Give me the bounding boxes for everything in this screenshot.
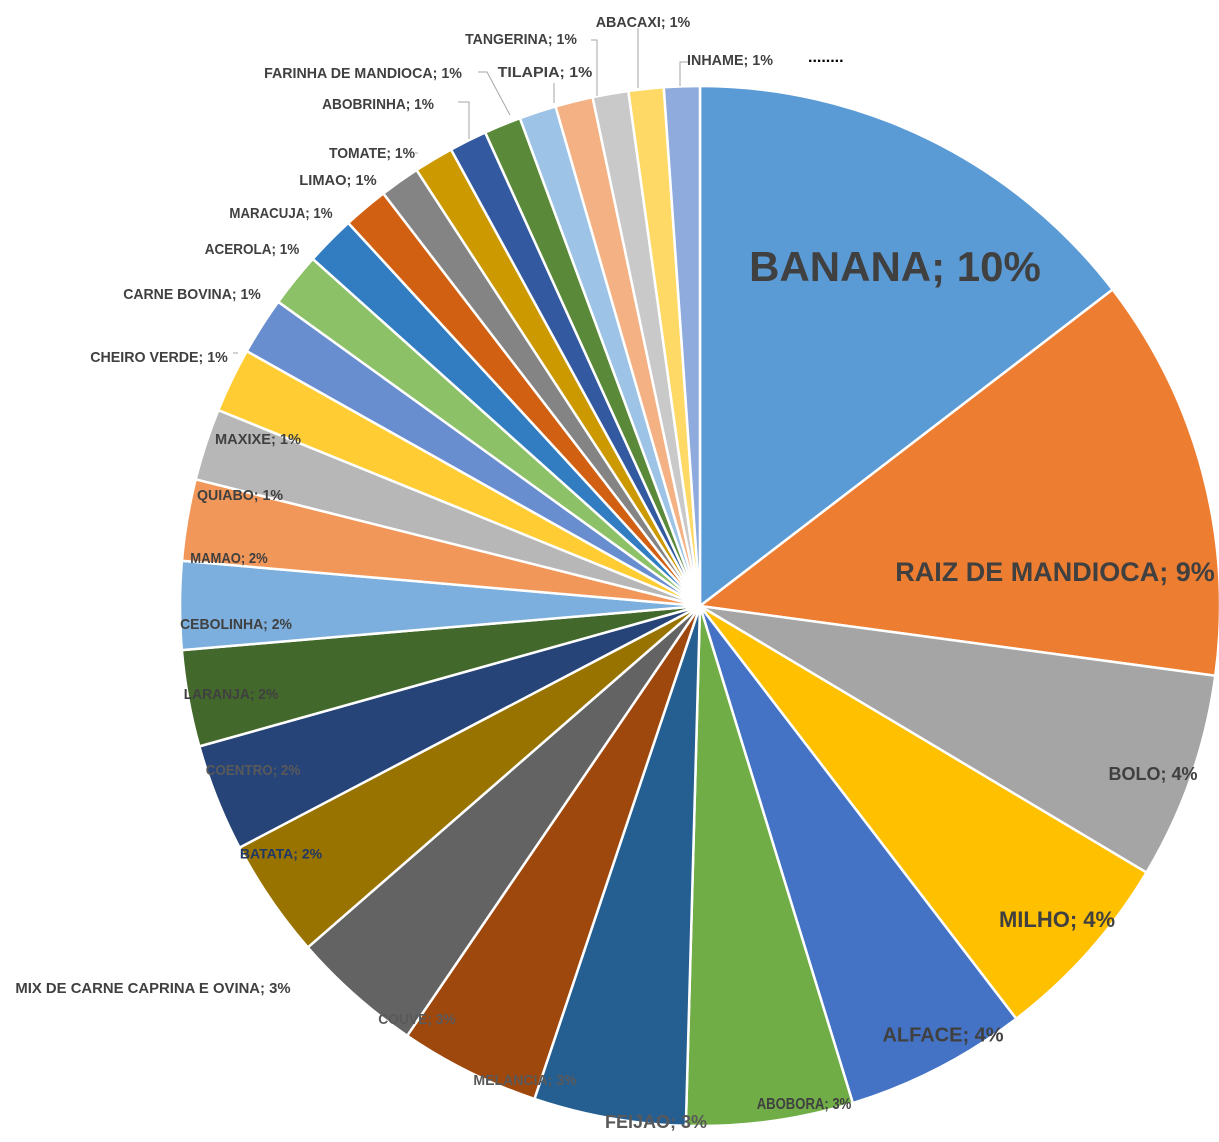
data-label-banana: BANANA; 10% xyxy=(749,243,1041,290)
leader-line-farinha-de-mandioca xyxy=(478,71,511,116)
data-label-mamao: MAMAO; 2% xyxy=(190,550,267,567)
data-label-milho: MILHO; 4% xyxy=(999,907,1115,932)
data-label-laranja: LARANJA; 2% xyxy=(184,686,279,703)
data-label-maxixe: MAXIXE; 1% xyxy=(215,431,301,448)
pie-slices xyxy=(178,84,1219,1128)
data-label-cheiro-verde: CHEIRO VERDE; 1% xyxy=(90,349,228,366)
data-label-tilapia: TILAPIA; 1% xyxy=(498,64,593,81)
data-label-alface: ALFACE; 4% xyxy=(882,1024,1003,1046)
data-label-tangerina: TANGERINA; 1% xyxy=(465,31,577,48)
data-label-feijao: FEIJAO; 3% xyxy=(605,1112,707,1132)
data-label-carne-bovina: CARNE BOVINA; 1% xyxy=(123,286,261,303)
data-label-quiabo: QUIABO; 1% xyxy=(197,487,283,504)
pie-slice-bolo xyxy=(698,604,1217,874)
data-label-maracuja: MARACUJA; 1% xyxy=(229,205,332,222)
data-label-acerola: ACEROLA; 1% xyxy=(205,241,300,258)
leader-line-inhame xyxy=(679,61,688,86)
data-label-cebolinha: CEBOLINHA; 2% xyxy=(180,616,292,633)
data-label-batata: BATATA; 2% xyxy=(240,846,323,862)
overflow-note: ........ xyxy=(808,49,844,66)
data-label-tomate: TOMATE; 1% xyxy=(329,145,415,162)
leader-line-abobrinha xyxy=(458,101,470,139)
pie-slice-milho xyxy=(698,604,1148,1021)
data-label-bolo: BOLO; 4% xyxy=(1108,764,1197,784)
data-label-coentro: COENTRO; 2% xyxy=(206,762,301,779)
data-label-abobora: ABOBORA; 3% xyxy=(757,1096,852,1113)
data-label-limao: LIMAO; 1% xyxy=(299,172,376,189)
pie-slice-banana xyxy=(698,84,1114,608)
data-label-abacaxi: ABACAXI; 1% xyxy=(596,14,691,31)
data-label-inhame: INHAME; 1% xyxy=(687,52,773,69)
pie-slice-feijao xyxy=(533,604,702,1128)
data-label-abobrinha: ABOBRINHA; 1% xyxy=(322,96,434,113)
pie-slice-raiz-de-mandioca xyxy=(698,288,1219,677)
data-labels: BANANA; 10% RAIZ DE MANDIOCA; 9% BOLO; 4% M… xyxy=(15,14,1214,1132)
data-label-farinha-de-mandioca: FARINHA DE MANDIOCA; 1% xyxy=(264,65,462,82)
leader-line-tangerina xyxy=(591,39,598,96)
pie-slice-inhame xyxy=(662,84,702,608)
pie-slice-abobora xyxy=(684,604,855,1128)
pie-slice-alface xyxy=(698,604,1018,1105)
data-label-melancia: MELANCIA; 3% xyxy=(473,1072,576,1089)
data-label-mix-de-carne-caprina-e-ovina: MIX DE CARNE CAPRINA E OVINA; 3% xyxy=(15,980,290,997)
data-label-couve: COUVE; 3% xyxy=(378,1011,455,1028)
leader-lines xyxy=(233,28,688,354)
data-label-raiz-de-mandioca: RAIZ DE MANDIOCA; 9% xyxy=(895,557,1215,587)
